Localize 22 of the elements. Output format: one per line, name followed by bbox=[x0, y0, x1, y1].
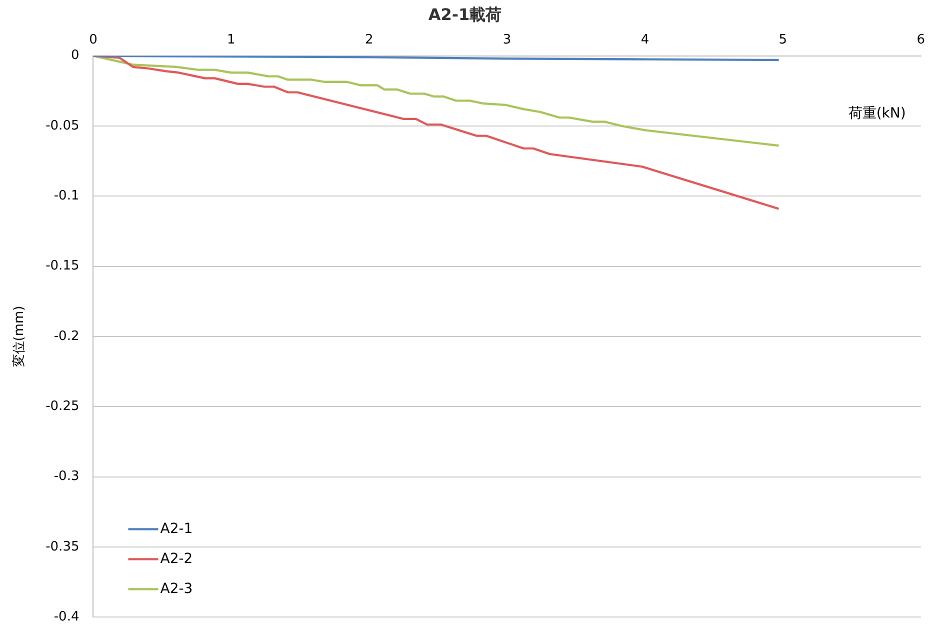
legend-label: A2-3 bbox=[160, 580, 193, 597]
legend-label: A2-1 bbox=[160, 520, 193, 537]
x-tick-label: 3 bbox=[502, 32, 512, 48]
legend-label: A2-2 bbox=[160, 550, 193, 567]
y-tick-label: -0.1 bbox=[54, 188, 80, 204]
y-tick-label: -0.4 bbox=[54, 610, 80, 625]
y-tick-label: -0.25 bbox=[46, 399, 80, 414]
x-axis-title: 荷重(kN) bbox=[848, 105, 906, 122]
chart-title: A2-1載荷 bbox=[428, 4, 502, 24]
x-tick-label: 0 bbox=[89, 32, 98, 48]
x-tick-label: 4 bbox=[640, 32, 650, 48]
y-tick-label: 0 bbox=[70, 48, 80, 64]
y-tick-label: -0.35 bbox=[46, 539, 80, 554]
y-tick-label: -0.3 bbox=[54, 469, 80, 484]
y-tick-label: -0.05 bbox=[46, 118, 80, 134]
x-tick-label: 1 bbox=[227, 32, 236, 48]
y-tick-label: -0.15 bbox=[46, 258, 80, 274]
y-tick-label: -0.2 bbox=[54, 328, 80, 344]
x-tick-label: 2 bbox=[364, 32, 374, 48]
x-tick-label: 6 bbox=[916, 32, 926, 48]
x-tick-label: 5 bbox=[778, 32, 788, 48]
y-axis-title: 変位(mm) bbox=[11, 306, 28, 368]
